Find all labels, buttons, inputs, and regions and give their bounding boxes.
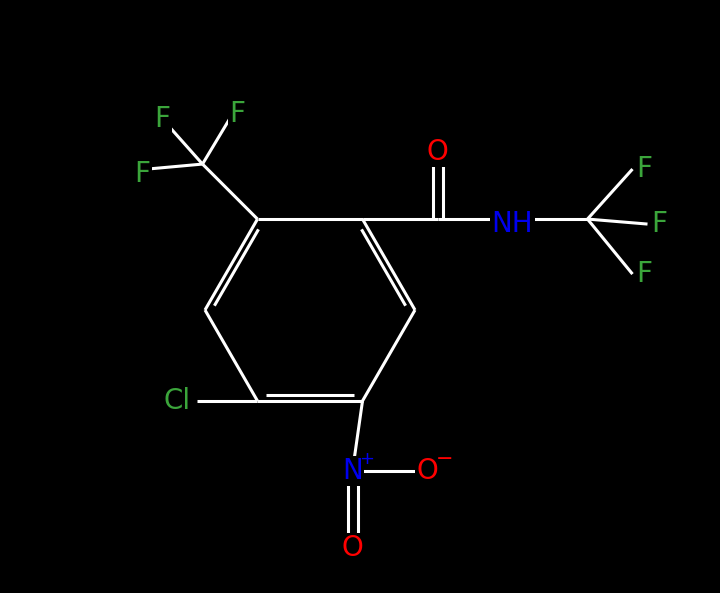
Text: F: F: [636, 260, 652, 288]
Text: Cl: Cl: [164, 387, 191, 415]
Text: −: −: [436, 449, 454, 469]
Text: F: F: [155, 105, 171, 133]
Text: F: F: [230, 100, 246, 128]
Text: O: O: [341, 534, 364, 562]
Text: +: +: [359, 450, 374, 468]
Text: N: N: [342, 457, 363, 485]
Text: O: O: [427, 138, 449, 166]
Text: NH: NH: [492, 210, 534, 238]
Text: F: F: [636, 155, 652, 183]
Text: F: F: [652, 210, 667, 238]
Text: F: F: [135, 160, 150, 188]
Text: O: O: [417, 457, 438, 485]
